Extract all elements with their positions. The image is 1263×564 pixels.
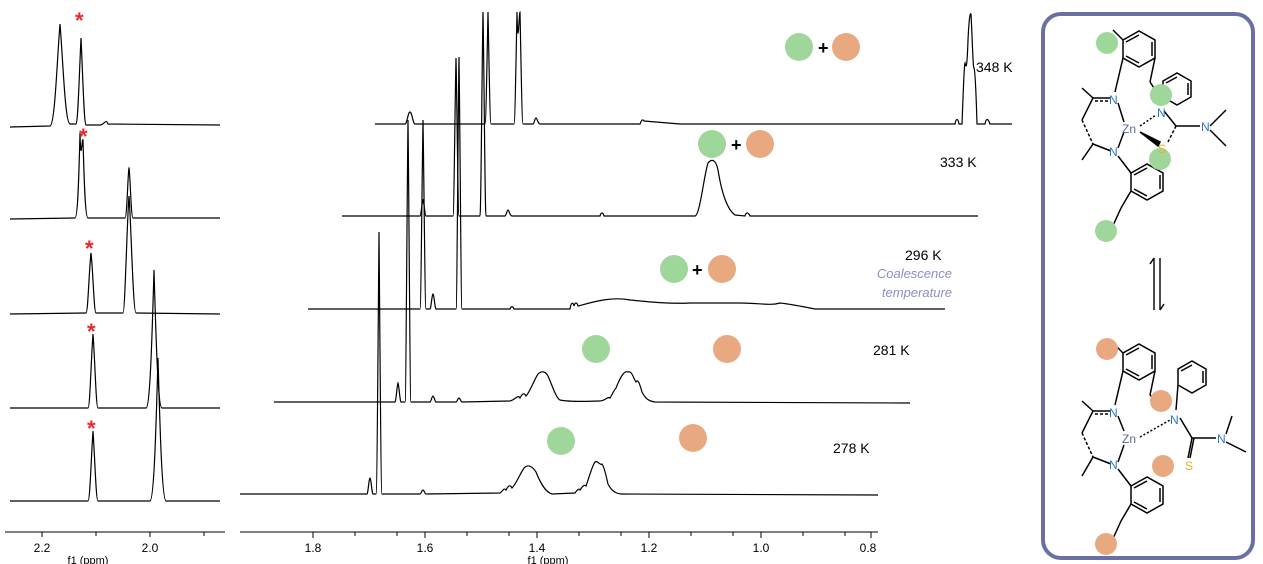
orange-marker (679, 424, 707, 452)
green-marker (785, 33, 813, 61)
green-marker (698, 130, 726, 158)
nitrogen-label: N (1157, 106, 1166, 120)
temperature-label: 348 K (976, 59, 1013, 75)
left-spectra-panel: * * * * * 2.2 2.0 f1 (ppm) (5, 8, 225, 564)
structure-panel: N N N N Zn S (1041, 12, 1255, 560)
nitrogen-label: N (1109, 458, 1118, 472)
left-tick-label: 2.0 (142, 541, 159, 555)
sulfur-label: S (1158, 142, 1166, 156)
peak-markers: + + + (547, 33, 860, 455)
main-spectrum-348k (375, 11, 1012, 125)
main-axis-title: f1 (ppm) (528, 555, 569, 564)
left-tick-label: 2.2 (34, 541, 51, 555)
main-spectra-panel: 1.8 1.6 1.4 1.2 1.0 0.8 f1 (ppm) + + + (240, 11, 1013, 564)
main-spectrum-296k (308, 56, 945, 310)
green-marker (547, 427, 575, 455)
solvent-markers: * * * * * (75, 8, 96, 441)
green-marker (582, 335, 610, 363)
main-tick-label: 1.6 (417, 541, 434, 555)
star-marker: * (75, 8, 84, 33)
orange-marker (708, 255, 736, 283)
star-marker: * (87, 416, 96, 441)
green-marker (1095, 220, 1117, 242)
main-x-axis: 1.8 1.6 1.4 1.2 1.0 0.8 f1 (ppm) (240, 531, 878, 564)
nitrogen-label: N (1109, 406, 1118, 420)
main-spectrum-333k (342, 11, 978, 217)
bottom-structure-markers (1095, 338, 1174, 555)
nitrogen-label: N (1170, 413, 1179, 427)
green-marker (1096, 32, 1118, 54)
temperature-label: 333 K (940, 154, 977, 170)
equilibrium-arrows-icon (1149, 257, 1165, 311)
coalescence-label: Coalescence (877, 266, 952, 281)
main-tick-label: 1.0 (753, 541, 770, 555)
green-marker (660, 255, 688, 283)
temperature-label: 281 K (873, 342, 910, 358)
star-marker: * (79, 124, 88, 149)
bottom-structure (1081, 342, 1247, 544)
green-marker (1149, 148, 1171, 170)
temperature-labels: 348 K 333 K 296 K Coalescence temperatur… (833, 59, 1013, 456)
bottom-structure-atoms: N N N N Zn S (1109, 406, 1226, 473)
orange-marker (746, 130, 774, 158)
sulfur-label: S (1185, 459, 1193, 473)
nitrogen-label: N (1201, 120, 1210, 134)
left-x-axis: 2.2 2.0 f1 (ppm) (5, 531, 225, 564)
main-tick-label: 1.8 (305, 541, 322, 555)
left-spectrum-333k (9, 132, 220, 220)
main-tick-label: 1.4 (529, 541, 546, 555)
top-structure-markers (1095, 32, 1172, 242)
zinc-label: Zn (1122, 122, 1136, 136)
left-spectrum-348k (9, 23, 221, 128)
structure-frame (1041, 12, 1255, 560)
orange-marker (1152, 455, 1174, 477)
nitrogen-label: N (1109, 93, 1118, 107)
left-spectrum-278k (10, 357, 220, 502)
star-marker: * (87, 319, 96, 344)
left-spectrum-296k (9, 195, 221, 315)
main-spectrum-281k (274, 119, 911, 404)
top-structure-atoms: N N N N Zn S (1109, 93, 1210, 159)
orange-marker (1095, 533, 1117, 555)
main-tick-label: 1.2 (641, 541, 658, 555)
orange-marker (713, 335, 741, 363)
main-tick-label: 0.8 (860, 541, 877, 555)
coalescence-label: temperature (882, 285, 952, 300)
temperature-label: 278 K (833, 440, 870, 456)
plus-sign: + (692, 260, 703, 280)
orange-marker (1096, 338, 1118, 360)
nitrogen-label: N (1217, 432, 1226, 446)
temperature-label: 296 K (905, 247, 942, 263)
zinc-label: Zn (1122, 432, 1136, 446)
green-marker (1150, 84, 1172, 106)
orange-marker (832, 33, 860, 61)
plus-sign: + (731, 135, 742, 155)
left-spectrum-281k (10, 269, 220, 409)
main-spectrum-278k (240, 231, 879, 496)
nitrogen-label: N (1109, 145, 1118, 159)
plus-sign: + (818, 38, 829, 58)
orange-marker (1150, 390, 1172, 412)
left-axis-title: f1 (ppm) (68, 555, 109, 564)
star-marker: * (85, 236, 94, 261)
